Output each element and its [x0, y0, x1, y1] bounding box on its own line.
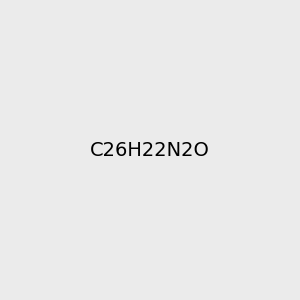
- Text: C26H22N2O: C26H22N2O: [90, 140, 210, 160]
